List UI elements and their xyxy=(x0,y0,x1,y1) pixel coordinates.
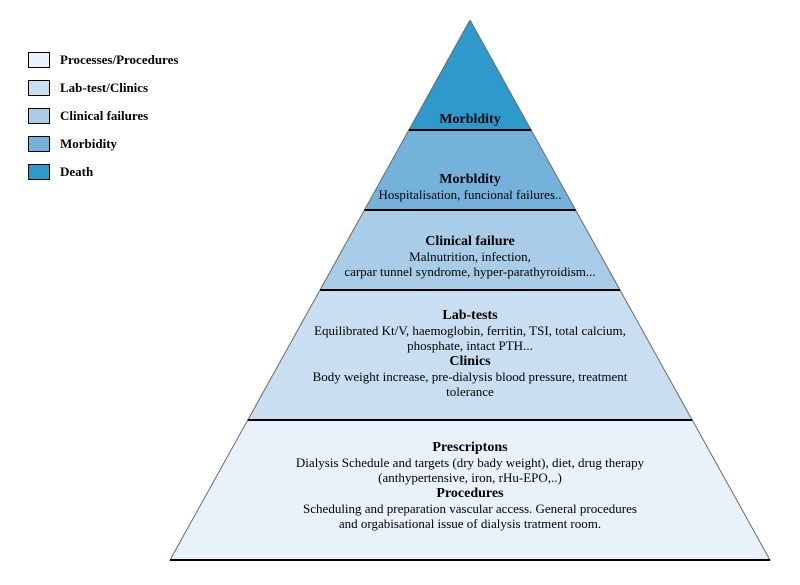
legend-item: Lab-test/Clinics xyxy=(28,80,178,96)
tier-body-line: Hospitalisation, funcional failures.. xyxy=(340,188,600,203)
tier-title: Prescriptons xyxy=(230,440,710,456)
legend-label: Morbidity xyxy=(60,136,117,152)
tier-label: Clinical failureMalnutrition, infection,… xyxy=(160,234,780,280)
legend-item: Processes/Procedures xyxy=(28,52,178,68)
pyramid-diagram: MorbldityMorbldityHospitalisation, funci… xyxy=(160,20,780,570)
tier-body-line: phosphate, intact PTH... xyxy=(270,339,670,354)
tier-title: Lab-tests xyxy=(270,308,670,324)
tier-body-line: Malnutrition, infection, xyxy=(300,250,640,265)
tier-body-line: and orgabisational issue of dialysis tra… xyxy=(230,517,710,532)
legend-swatch xyxy=(28,52,50,68)
legend-label: Death xyxy=(60,164,93,180)
tier-title: Clinical failure xyxy=(300,234,640,250)
tier-body-line: Body weight increase, pre-dialysis blood… xyxy=(270,370,670,385)
tier-body-line: Scheduling and preparation vascular acce… xyxy=(230,502,710,517)
tier-body-line: (anthypertensive, iron, rHu-EPO,..) xyxy=(230,471,710,486)
legend-label: Lab-test/Clinics xyxy=(60,80,148,96)
legend-swatch xyxy=(28,136,50,152)
legend-swatch xyxy=(28,108,50,124)
tier-title: Morbldity xyxy=(370,112,570,128)
tier-label: Lab-testsEquilibrated Kt/V, haemoglobin,… xyxy=(160,308,780,400)
tier-title: Morbldity xyxy=(340,172,600,188)
tier-body-line: tolerance xyxy=(270,385,670,400)
tier-body-line: Equilibrated Kt/V, haemoglobin, ferritin… xyxy=(270,324,670,339)
legend-item: Morbidity xyxy=(28,136,178,152)
tier-label: MorbldityHospitalisation, funcional fail… xyxy=(160,172,780,203)
legend: Processes/Procedures Lab-test/Clinics Clin… xyxy=(28,52,178,192)
tier-label: PrescriptonsDialysis Schedule and target… xyxy=(160,440,780,532)
legend-swatch xyxy=(28,80,50,96)
legend-swatch xyxy=(28,164,50,180)
tier-label: Morbldity xyxy=(160,112,780,128)
tier-body-line: Dialysis Schedule and targets (dry bady … xyxy=(230,456,710,471)
legend-label: Clinical failures xyxy=(60,108,148,124)
tier-title: Procedures xyxy=(230,486,710,502)
tier-title: Clinics xyxy=(270,354,670,370)
tier-body-line: carpar tunnel syndrome, hyper-parathyroi… xyxy=(300,265,640,280)
legend-item: Death xyxy=(28,164,178,180)
legend-item: Clinical failures xyxy=(28,108,178,124)
